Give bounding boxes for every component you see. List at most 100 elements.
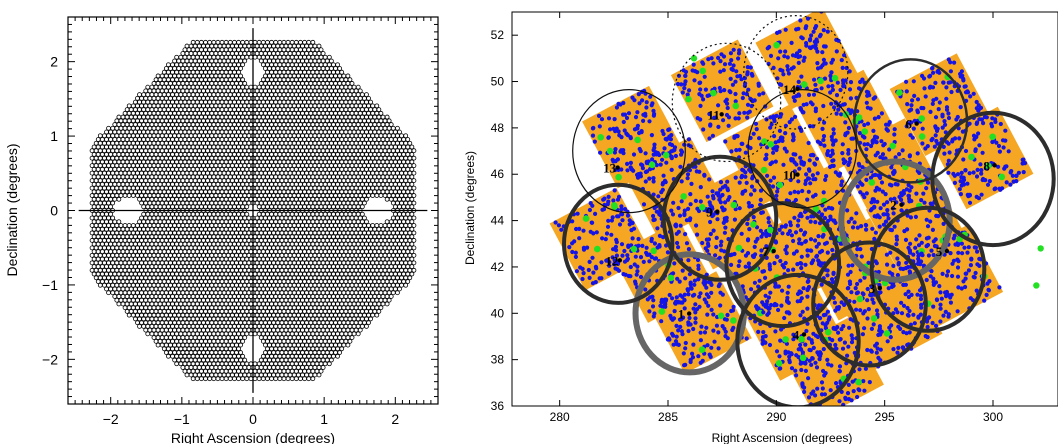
lens bbox=[227, 204, 233, 210]
lens bbox=[372, 264, 378, 269]
lens bbox=[118, 163, 124, 169]
lens bbox=[388, 122, 394, 127]
lens bbox=[322, 234, 328, 240]
lens bbox=[213, 245, 219, 251]
lens bbox=[209, 230, 215, 236]
lens bbox=[205, 320, 210, 326]
lens bbox=[232, 294, 237, 299]
lens bbox=[217, 185, 223, 191]
lens bbox=[293, 361, 299, 367]
lens bbox=[341, 215, 347, 221]
lens bbox=[318, 189, 324, 195]
lens bbox=[188, 238, 194, 243]
lens bbox=[366, 260, 371, 266]
lens bbox=[149, 249, 155, 254]
lens bbox=[353, 282, 359, 288]
lens bbox=[359, 234, 365, 240]
lens bbox=[333, 305, 338, 311]
lens bbox=[91, 152, 97, 157]
lens bbox=[110, 185, 116, 191]
lens bbox=[223, 368, 229, 374]
lens bbox=[157, 301, 163, 307]
lens bbox=[242, 260, 248, 266]
lens bbox=[390, 290, 396, 296]
lens bbox=[320, 320, 326, 326]
lens bbox=[120, 271, 126, 277]
lens bbox=[130, 193, 136, 198]
lens bbox=[143, 103, 149, 109]
lens bbox=[227, 256, 233, 262]
lens bbox=[372, 256, 378, 262]
lens bbox=[215, 301, 221, 307]
lens bbox=[279, 148, 285, 154]
lens bbox=[403, 245, 409, 251]
lens bbox=[395, 185, 400, 191]
lens bbox=[227, 181, 233, 187]
lens bbox=[227, 264, 233, 269]
lens bbox=[244, 211, 250, 217]
lens bbox=[219, 271, 225, 277]
lens bbox=[122, 110, 128, 116]
lens bbox=[359, 226, 365, 232]
lens bbox=[298, 159, 303, 165]
lens bbox=[199, 107, 204, 112]
lens bbox=[376, 181, 382, 187]
lens bbox=[236, 204, 241, 210]
lens bbox=[351, 234, 357, 240]
lens bbox=[349, 193, 355, 198]
lens bbox=[252, 301, 258, 307]
lens bbox=[153, 324, 159, 329]
lens bbox=[324, 223, 330, 228]
lens bbox=[223, 256, 229, 262]
lens bbox=[186, 181, 192, 187]
lens bbox=[106, 223, 111, 228]
lens bbox=[232, 114, 237, 120]
lens bbox=[337, 245, 343, 251]
lens bbox=[322, 137, 328, 142]
lens bbox=[159, 185, 165, 191]
lens bbox=[106, 133, 111, 139]
lens bbox=[326, 361, 332, 367]
lens bbox=[145, 167, 151, 172]
lens bbox=[357, 252, 363, 258]
lens bbox=[182, 152, 188, 157]
lens bbox=[201, 342, 206, 348]
lens bbox=[155, 103, 161, 109]
lens bbox=[170, 316, 175, 322]
lens bbox=[411, 223, 417, 228]
lens bbox=[219, 316, 225, 322]
lens bbox=[149, 324, 155, 329]
lens bbox=[308, 193, 314, 198]
lens bbox=[166, 211, 171, 217]
lens bbox=[147, 200, 153, 206]
lens bbox=[370, 282, 376, 288]
lens bbox=[99, 189, 105, 195]
lens bbox=[240, 181, 246, 187]
lens bbox=[322, 286, 328, 292]
lens bbox=[262, 357, 268, 363]
lens bbox=[246, 327, 252, 333]
lens bbox=[289, 286, 295, 292]
lens bbox=[133, 226, 138, 232]
lens bbox=[161, 174, 167, 180]
lens bbox=[108, 286, 113, 292]
lens bbox=[351, 159, 357, 165]
lens bbox=[190, 234, 196, 240]
lens bbox=[287, 290, 293, 296]
lens bbox=[366, 305, 371, 311]
lens bbox=[298, 152, 303, 157]
lens bbox=[219, 294, 225, 299]
lens bbox=[329, 148, 334, 154]
lens bbox=[289, 122, 295, 127]
lens bbox=[130, 118, 136, 124]
lens bbox=[176, 260, 182, 266]
lens bbox=[244, 316, 250, 322]
lens bbox=[306, 316, 312, 322]
lens bbox=[161, 129, 167, 135]
lens bbox=[370, 252, 376, 258]
lens bbox=[376, 286, 382, 292]
lens bbox=[312, 312, 318, 318]
lens bbox=[232, 174, 237, 180]
lens bbox=[320, 185, 326, 191]
lens bbox=[351, 204, 357, 210]
